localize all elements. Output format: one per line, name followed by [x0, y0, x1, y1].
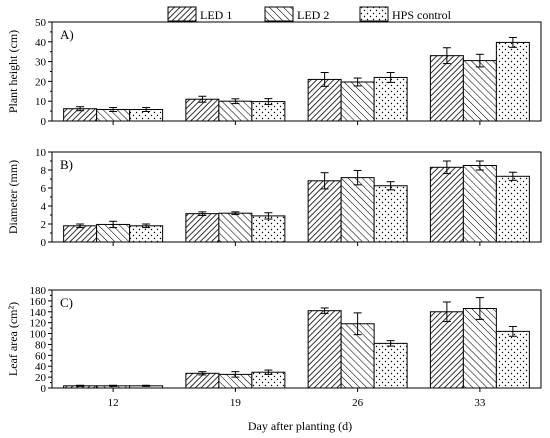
x-axis-label: Day after planting (d) — [248, 419, 352, 433]
legend-label: LED 1 — [200, 8, 232, 22]
bar-led-1 — [185, 372, 220, 389]
legend-swatch-hps-control — [359, 6, 389, 22]
bar-hps-control — [129, 225, 164, 243]
y-tick-label: 2 — [41, 219, 47, 231]
legend-swatch-led-2 — [264, 6, 294, 22]
bar-led-1 — [185, 213, 220, 243]
x-tick-label: 19 — [230, 397, 242, 409]
bar-led-2 — [340, 81, 375, 122]
y-tick-label: 0 — [41, 116, 47, 128]
bar-led-2 — [340, 177, 375, 243]
panel-diameter: 0 2 4 6 8 10 B) Diameter (mm) — [6, 147, 542, 249]
bar-hps-control — [373, 185, 408, 243]
legend-label: HPS control — [392, 8, 452, 22]
panel-label: A) — [60, 27, 74, 42]
y-tick-label: 180 — [30, 285, 47, 297]
y-tick-label: 20 — [35, 76, 47, 88]
y-tick-label: 140 — [30, 307, 47, 319]
bar-led-1 — [429, 166, 464, 243]
y-tick-label: 160 — [30, 296, 47, 308]
bar-led-2 — [218, 212, 253, 243]
bar-led-2 — [462, 60, 497, 122]
y-tick-label: 50 — [35, 17, 47, 29]
y-tick-label: 0 — [41, 237, 47, 249]
bar-led-1 — [429, 55, 464, 122]
bar-led-2 — [462, 165, 497, 243]
y-tick-label: 10 — [35, 96, 47, 108]
bar-led-1 — [63, 225, 98, 243]
y-tick-label: 0 — [41, 383, 47, 395]
x-tick-label: 26 — [352, 397, 364, 409]
legend: LED 1 LED 2 HPS control — [167, 6, 452, 22]
y-tick-label: 40 — [35, 37, 47, 49]
y-tick-label: 8 — [41, 165, 47, 177]
bar-led-2 — [462, 308, 497, 389]
y-tick-label: 10 — [35, 147, 47, 159]
y-axis-label: Leaf area (cm²) — [6, 302, 20, 376]
bar-led-1 — [429, 311, 464, 389]
y-tick-label: 120 — [30, 318, 47, 330]
panel-label: C) — [60, 295, 73, 310]
y-tick-label: 40 — [35, 361, 47, 373]
panel-plant-height: 0 10 20 30 40 50 A) Plant height (cm) — [6, 17, 542, 128]
legend-label: LED 2 — [297, 8, 329, 22]
x-tick-label: 33 — [474, 397, 486, 409]
y-axis-label: Diameter (mm) — [6, 160, 20, 234]
y-tick-label: 6 — [41, 183, 47, 195]
bar-led-1 — [307, 180, 342, 243]
bar-hps-control — [373, 76, 408, 122]
bar-hps-control — [495, 330, 530, 389]
y-axis-label: Plant height (cm) — [6, 30, 20, 113]
legend-swatch-led-1 — [167, 6, 197, 22]
y-tick-label: 80 — [35, 339, 47, 351]
bar-hps-control — [373, 342, 408, 389]
panel-label: B) — [60, 157, 73, 172]
bar-hps-control — [495, 41, 530, 122]
bar-hps-control — [495, 175, 530, 243]
y-tick-label: 30 — [35, 57, 47, 69]
bar-led-2 — [218, 100, 253, 122]
y-tick-label: 60 — [35, 350, 47, 362]
y-tick-label: 20 — [35, 372, 47, 384]
y-tick-label: 100 — [30, 329, 47, 341]
x-tick-label: 12 — [108, 397, 119, 409]
bar-led-1 — [307, 310, 342, 389]
y-tick-label: 4 — [41, 201, 47, 213]
bar-hps-control — [251, 215, 286, 243]
